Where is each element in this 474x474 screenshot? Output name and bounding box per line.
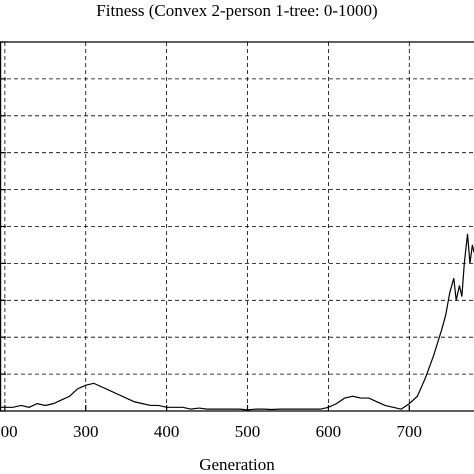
x-tick-label: 200 (0, 422, 18, 441)
x-tick-label: 600 (316, 422, 342, 441)
data-line (0, 233, 474, 411)
x-tick-label: 500 (235, 422, 261, 441)
chart-title: Fitness (Convex 2-person 1-tree: 0-1000) (96, 1, 377, 20)
x-tick-label: 400 (154, 422, 180, 441)
x-tick-label: 700 (397, 422, 423, 441)
x-axis-label: Generation (199, 455, 275, 474)
x-tick-label: 300 (73, 422, 99, 441)
